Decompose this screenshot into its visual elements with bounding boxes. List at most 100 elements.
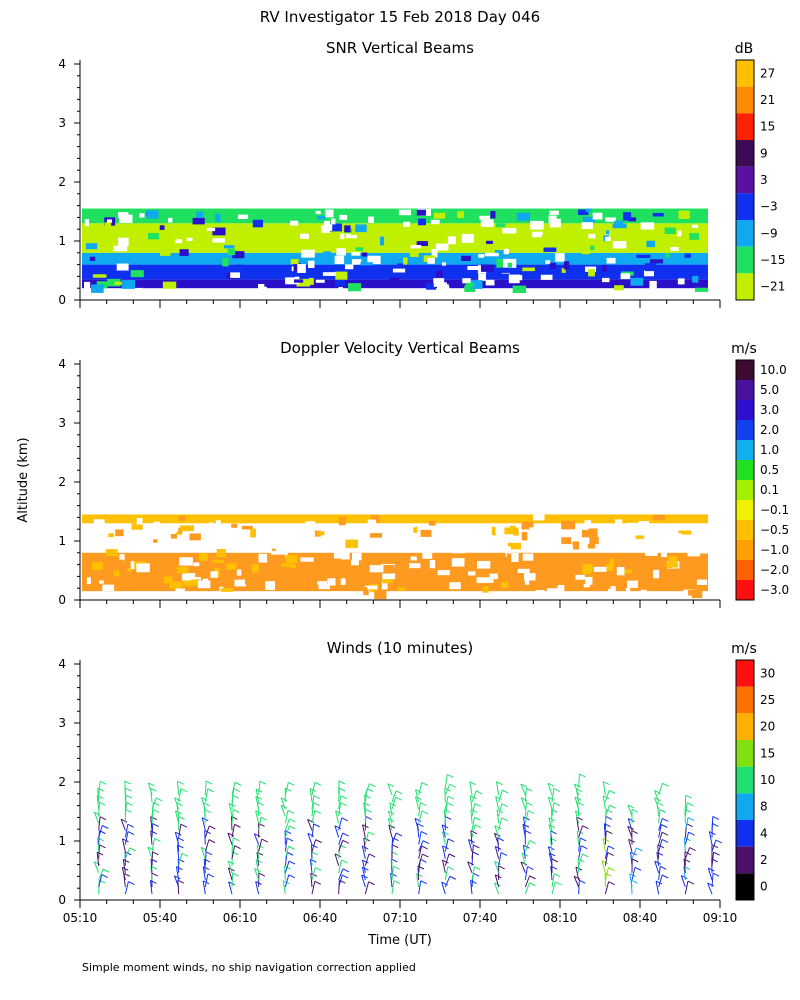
wind-barb-flag <box>502 789 509 794</box>
y-tick-label: 1 <box>58 234 66 248</box>
wind-barb-flag <box>553 873 561 878</box>
wind-barb <box>151 823 154 838</box>
colorbar-swatch <box>736 360 754 380</box>
colorbar-label: 15 <box>760 746 775 760</box>
wind-barb <box>361 874 366 888</box>
wind-barb <box>494 825 500 838</box>
wind-barb-flag <box>661 831 669 836</box>
colorbar: 27 21 15 9 3 −3 −9 −15 −21 <box>735 59 785 301</box>
heatmap-speckle <box>367 585 378 590</box>
wind-barb <box>441 824 446 838</box>
wind-barb-flag <box>288 860 296 865</box>
wind-barb-flag <box>102 825 109 829</box>
colorbar-swatch <box>736 560 754 580</box>
heatmap-speckle <box>115 529 124 537</box>
wind-barb <box>418 840 424 852</box>
heatmap-speckle <box>477 560 491 569</box>
heatmap-speckle <box>441 544 454 553</box>
wind-barb-flag <box>334 853 342 858</box>
wind-barb <box>548 852 553 866</box>
y-tick-label: 2 <box>58 775 66 789</box>
wind-barb <box>683 859 686 873</box>
heatmap-speckle <box>441 262 447 266</box>
wind-barb-flag <box>448 853 456 858</box>
wind-barb <box>174 810 180 824</box>
wind-barb-flag <box>529 882 536 887</box>
wind-barb <box>98 844 100 859</box>
wind-barb <box>150 830 153 845</box>
wind-barb <box>284 866 286 880</box>
heatmap-speckle <box>105 549 118 557</box>
wind-barb-flag <box>124 780 132 785</box>
heatmap-speckle <box>325 209 334 218</box>
wind-barb <box>549 837 553 852</box>
wind-barb <box>547 846 553 859</box>
heatmap-speckle <box>585 208 592 212</box>
wind-barb-flag <box>415 796 422 801</box>
colorbar-label: 8 <box>760 800 768 814</box>
wind-barb-flag <box>420 880 427 885</box>
heatmap-speckle <box>605 230 610 235</box>
wind-barb-flag <box>577 858 585 863</box>
heatmap-speckle <box>192 217 205 225</box>
wind-barb <box>338 844 341 859</box>
colorbar-label: 0.1 <box>760 483 779 497</box>
heatmap-speckle <box>665 252 670 258</box>
wind-barb <box>227 832 233 845</box>
colorbar-swatch <box>736 86 754 114</box>
wind-barb <box>391 880 395 895</box>
wind-barb-flag <box>99 844 106 849</box>
wind-barb-flag <box>524 830 532 834</box>
heatmap-speckle <box>131 523 143 530</box>
heatmap-speckle <box>426 283 437 290</box>
wind-barb-flag <box>227 860 235 865</box>
wind-barb-flag <box>659 809 667 813</box>
heatmap-speckle <box>258 553 268 563</box>
wind-barb <box>418 853 423 866</box>
wind-barb <box>470 809 473 824</box>
heatmap-speckle <box>266 537 276 542</box>
colorbar-label: 27 <box>760 66 775 80</box>
wind-barb <box>98 781 101 796</box>
winds-panel: Winds (10 minutes) m/s 0 1 2 3 4 05:10 05:40 06… <box>58 639 775 925</box>
wind-barb-flag <box>368 831 375 836</box>
heatmap-speckle <box>433 282 447 287</box>
wind-barb-flag <box>122 866 129 871</box>
wind-barb <box>151 797 157 810</box>
heatmap-speckle <box>163 576 173 584</box>
heatmap-speckle <box>418 218 426 226</box>
heatmap-speckle <box>212 227 226 236</box>
y-tick-label: 1 <box>58 534 66 548</box>
heatmap-speckle <box>696 579 707 585</box>
wind-barb <box>309 859 313 873</box>
wind-barb <box>658 866 661 880</box>
wind-barb <box>684 832 690 845</box>
wind-barb <box>654 790 660 803</box>
heatmap-speckle <box>490 211 496 219</box>
heatmap-speckle <box>430 219 440 225</box>
heatmap-speckle <box>435 243 449 251</box>
heatmap-speckle <box>391 225 400 234</box>
wind-barb-flag <box>662 874 669 879</box>
wind-barb-flag <box>656 851 664 856</box>
wind-barb-flag <box>605 815 613 820</box>
heatmap-speckle <box>335 271 348 280</box>
wind-barb-flag <box>662 817 669 822</box>
heatmap-speckle <box>224 245 235 249</box>
heatmap-speckle <box>308 260 315 268</box>
heatmap-speckle <box>513 559 523 568</box>
heatmap-speckle <box>91 562 104 570</box>
heatmap-speckle <box>232 251 245 259</box>
wind-barb-flag <box>181 852 189 857</box>
heatmap-speckle <box>370 533 382 538</box>
wind-barb <box>98 830 100 845</box>
heatmap-speckle <box>517 568 530 574</box>
wind-barb-flag <box>496 781 503 786</box>
snr-colorbar-unit: dB <box>735 41 754 57</box>
wind-barb-flag <box>127 831 135 836</box>
heatmap-speckle <box>260 286 267 296</box>
snr-panel-title: SNR Vertical Beams <box>326 39 474 57</box>
wind-barb <box>658 839 663 852</box>
wind-barb <box>707 867 713 881</box>
wind-barb <box>418 845 423 859</box>
